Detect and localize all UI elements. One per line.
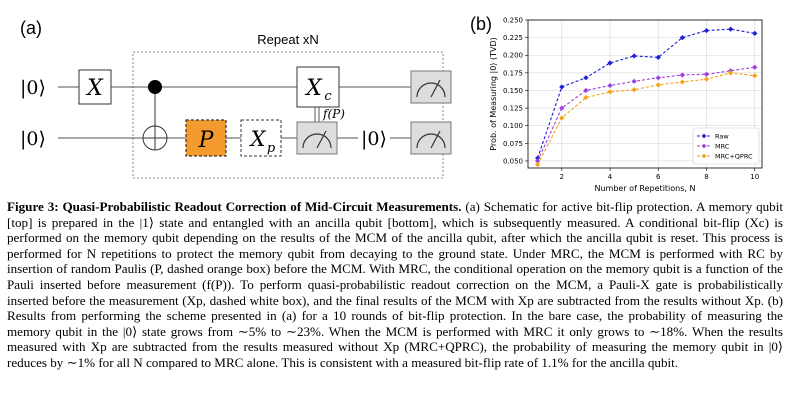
- ket-zero-reset: |0⟩: [361, 128, 387, 150]
- figure-caption: Figure 3: Quasi-Probabilistic Readout Co…: [7, 199, 783, 371]
- data-point: [559, 105, 565, 111]
- data-point: [679, 79, 685, 85]
- x-gate: [78, 69, 112, 105]
- pauli-p-label: P: [198, 128, 215, 153]
- x-axis-label: Number of Repetitions, N: [595, 184, 696, 193]
- data-point: [728, 70, 734, 76]
- data-point: [607, 82, 613, 89]
- data-point: [703, 27, 710, 34]
- legend-marker: [701, 133, 707, 139]
- y-tick-label: 0.225: [503, 34, 523, 42]
- memory-measurement: [410, 70, 452, 104]
- repeat-label: Repeat xN: [257, 32, 318, 47]
- data-point: [631, 78, 637, 84]
- data-point: [535, 161, 541, 168]
- ket-zero-ancilla: |0⟩: [20, 128, 46, 150]
- x-tick-label: 8: [704, 173, 708, 181]
- plot-frame: [527, 19, 763, 169]
- data-point: [607, 89, 613, 95]
- data-point: [535, 158, 541, 164]
- cnot-control: [148, 80, 162, 94]
- data-point: [655, 54, 661, 60]
- data-point: [752, 64, 758, 70]
- legend-label: Raw: [715, 133, 729, 141]
- legend-marker: [701, 153, 707, 159]
- legend-label: MRC+QPRC: [715, 153, 753, 161]
- y-tick-label: 0.075: [503, 140, 523, 148]
- data-point: [559, 84, 565, 90]
- y-tick-label: 0.250: [503, 17, 523, 25]
- x-gate-label: X: [85, 76, 104, 101]
- ancilla-final-measurement: [410, 121, 452, 155]
- x-tick-label: 10: [750, 173, 759, 181]
- xp-gate-label: X: [249, 127, 267, 151]
- data-point: [607, 60, 613, 66]
- data-point: [679, 72, 685, 78]
- x-tick-label: 4: [608, 173, 613, 181]
- data-point: [728, 26, 734, 32]
- data-point: [703, 76, 710, 82]
- data-point: [752, 30, 758, 36]
- data-point: [703, 71, 710, 77]
- caption-title: Figure 3: Quasi-Probabilistic Readout Co…: [7, 199, 462, 214]
- f-of-p-label: f(P): [322, 107, 345, 121]
- ancilla-measurement: [296, 121, 338, 155]
- data-point: [583, 94, 589, 101]
- y-tick-label: 0.150: [503, 87, 523, 95]
- data-point: [679, 35, 685, 41]
- y-axis-label: Prob. of Measuring |0⟩ (TVD): [489, 37, 498, 151]
- data-point: [535, 155, 541, 161]
- data-point: [631, 87, 637, 93]
- figure: Repeat xN |0⟩ |0⟩ |0⟩ X P X p X c: [20, 17, 763, 193]
- data-point: [631, 53, 637, 59]
- pauli-p-gate: [185, 119, 227, 157]
- y-tick-label: 0.125: [503, 105, 523, 113]
- caption-body: (a) Schematic for active bit-flip protec…: [7, 199, 783, 370]
- data-point: [752, 73, 758, 79]
- data-point: [655, 82, 661, 88]
- ket-zero-memory: |0⟩: [20, 77, 46, 99]
- circuit-diagram: Repeat xN |0⟩ |0⟩ |0⟩ X P X p X c: [20, 32, 452, 179]
- xc-gate-sub: c: [324, 89, 332, 104]
- data-point: [559, 115, 565, 121]
- data-point: [583, 87, 589, 94]
- series-line: [537, 66, 755, 162]
- data-point: [655, 75, 661, 81]
- panel-a-label: (a): [20, 18, 42, 38]
- xc-gate: [296, 66, 340, 108]
- series-line: [537, 28, 755, 159]
- legend-box: [692, 127, 760, 165]
- x-tick-label: 2: [560, 173, 564, 181]
- xc-gate-label: X: [304, 76, 323, 101]
- xp-gate: [240, 119, 282, 157]
- legend-marker: [701, 143, 707, 149]
- y-tick-label: 0.050: [503, 157, 523, 165]
- panel-b-label: (b): [470, 14, 492, 34]
- x-tick-label: 6: [656, 173, 661, 181]
- series-line: [537, 72, 755, 165]
- chart: 0.050 0.075 0.100 0.125 0.150 0.175 0.200 0.225…: [489, 17, 763, 193]
- legend-label: MRC: [715, 143, 730, 151]
- y-tick-label: 0.100: [503, 122, 523, 130]
- data-point: [583, 75, 589, 81]
- y-tick-label: 0.175: [503, 69, 523, 77]
- xp-gate-sub: p: [267, 141, 276, 156]
- y-tick-label: 0.200: [503, 52, 523, 60]
- repeat-box: [132, 51, 444, 179]
